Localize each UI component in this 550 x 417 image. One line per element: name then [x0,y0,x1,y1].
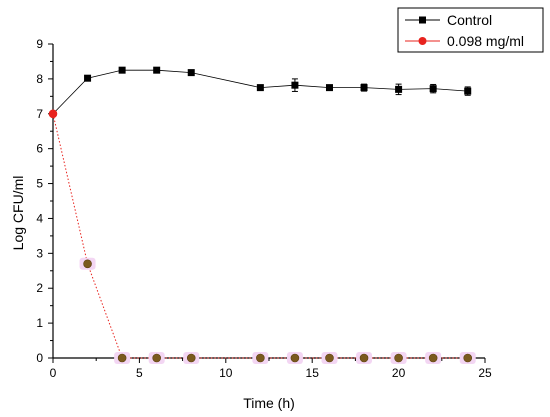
treated-point [83,259,92,269]
x-tick-label: 20 [392,366,406,380]
x-tick-label: 15 [306,366,320,380]
treated-point [186,353,196,363]
control-point [464,87,472,95]
x-ticks: 0 5 10 15 20 25 [50,358,492,380]
treated-point [256,353,265,363]
y-tick-label: 9 [36,37,43,51]
control-point [118,66,126,74]
treated-point [428,353,438,363]
treated-line [52,113,468,359]
treated-point [463,353,473,363]
control-point [325,84,333,92]
series-treated [48,109,476,364]
treated-point [359,353,369,363]
control-point [84,74,92,82]
control-line [52,69,468,115]
y-tick-label: 1 [36,316,43,330]
control-point [291,81,299,89]
y-axis-title: Log CFU/ml [10,176,26,251]
control-point [256,84,264,92]
legend-swatch-marker [418,37,427,45]
treated-point [325,353,334,363]
x-tick-label: 0 [50,366,57,380]
control-point [360,84,368,92]
series-layer [48,66,476,364]
legend-label: 0.098 mg/ml [447,33,524,49]
control-point [49,109,57,118]
treated-point [117,353,127,363]
legend-swatch-marker [419,16,426,24]
control-point [153,66,161,74]
y-tick-label: 7 [36,107,43,121]
x-tick-label: 10 [219,366,233,380]
series-control [49,66,472,118]
control-point [429,85,437,93]
y-tick-label: 0 [36,351,43,365]
legend: Control 0.098 mg/ml [397,7,544,53]
x-tick-label: 5 [136,366,143,380]
x-axis-title: Time (h) [243,395,295,411]
y-tick-label: 5 [36,177,43,191]
treated-point [152,353,161,363]
y-tick-label: 2 [36,281,43,295]
y-tick-label: 6 [36,142,43,156]
y-tick-label: 8 [36,72,43,86]
control-point [187,69,195,77]
legend-label: Control [447,12,492,28]
y-ticks: 0 1 2 3 4 5 6 7 8 9 [36,37,53,365]
y-tick-label: 4 [36,211,43,225]
plot-area [52,44,485,359]
y-tick-label: 3 [36,246,43,260]
treated-point [394,353,403,363]
treated-point [290,353,300,363]
control-point [395,85,403,93]
x-tick-label: 25 [478,366,492,380]
